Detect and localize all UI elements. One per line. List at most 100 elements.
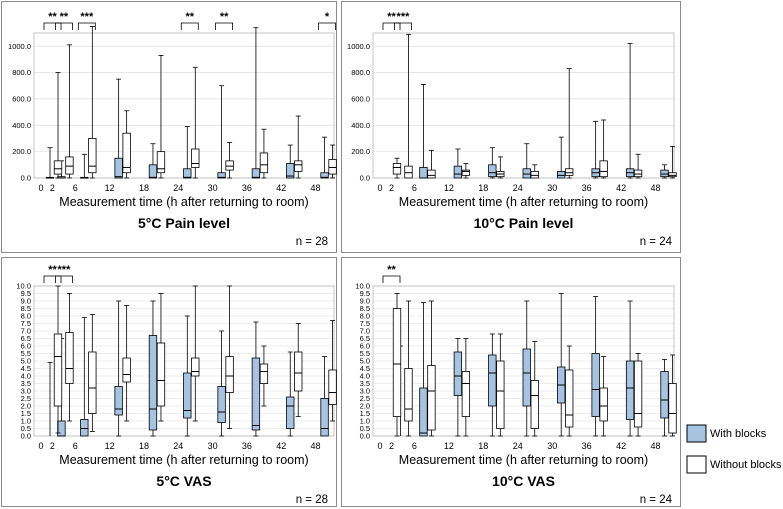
y-tick-label: 800.0 bbox=[12, 68, 31, 77]
x-tick-label: 36 bbox=[242, 183, 252, 193]
x-tick-label: 0 bbox=[38, 441, 43, 451]
y-tick-label: 3.5 bbox=[21, 379, 31, 388]
y-tick-label: 1.0 bbox=[360, 417, 370, 426]
y-tick-label: 8.5 bbox=[21, 304, 31, 313]
y-tick-label: 2.0 bbox=[360, 402, 370, 411]
box-without-18 bbox=[496, 333, 505, 437]
x-tick-label: 48 bbox=[651, 183, 661, 193]
box-without-48 bbox=[668, 145, 677, 179]
significance-bracket bbox=[180, 22, 199, 30]
box-without-36 bbox=[259, 345, 269, 407]
y-tick-label: 7.0 bbox=[21, 327, 31, 336]
box-without-48 bbox=[668, 354, 677, 437]
box-iqr bbox=[660, 371, 669, 419]
box-with-36 bbox=[591, 296, 600, 437]
y-tick-label: 0.0 bbox=[21, 432, 31, 441]
box-iqr bbox=[122, 357, 131, 383]
box-without-6 bbox=[427, 300, 436, 437]
series-with-blocks bbox=[419, 43, 669, 179]
box-iqr bbox=[392, 163, 402, 175]
y-tick-label: 0.0 bbox=[360, 432, 370, 441]
box-without-18 bbox=[496, 156, 505, 179]
box-iqr bbox=[53, 160, 63, 175]
box-iqr bbox=[496, 360, 505, 429]
box-iqr bbox=[522, 168, 531, 179]
box-with-24 bbox=[522, 300, 531, 437]
significance-label: *** bbox=[80, 11, 94, 23]
box-without-18 bbox=[156, 55, 166, 179]
x-tick-label: 2 bbox=[389, 441, 394, 451]
box-without-12 bbox=[122, 305, 131, 422]
box-iqr bbox=[488, 164, 497, 178]
significance-label: *** bbox=[58, 264, 72, 276]
box-without-0 bbox=[53, 72, 63, 179]
panel-4: 0.00.51.01.52.02.53.03.54.04.55.05.56.06… bbox=[341, 257, 681, 507]
panel-title: 10°C Pain level bbox=[474, 215, 574, 231]
box-iqr bbox=[668, 383, 677, 434]
x-tick-label: 24 bbox=[173, 441, 183, 451]
x-tick-label: 2 bbox=[50, 183, 55, 193]
box-without-48 bbox=[328, 320, 337, 422]
box-without-12 bbox=[122, 110, 131, 179]
x-tick-label: 30 bbox=[208, 183, 218, 193]
x-tick-label: 0 bbox=[377, 183, 382, 193]
box-iqr bbox=[599, 387, 608, 422]
x-tick-label: 30 bbox=[547, 183, 557, 193]
significance-label: ** bbox=[387, 264, 396, 276]
significance-label: ** bbox=[48, 11, 57, 23]
box-with-12 bbox=[114, 300, 123, 437]
box-with-24 bbox=[522, 143, 531, 179]
significance-marker: ** bbox=[382, 11, 401, 30]
legend-label-with-blocks: With blocks bbox=[710, 428, 767, 440]
significance-bracket bbox=[318, 22, 336, 30]
box-iqr bbox=[320, 172, 329, 179]
x-tick-label: 18 bbox=[139, 183, 149, 193]
significance-label: *** bbox=[397, 11, 411, 23]
box-iqr bbox=[286, 163, 295, 179]
panel-1: 0.0 200.0 400.0 600.0 800.0 1000.0 0 2 6 12 18 24 30… bbox=[1, 1, 337, 253]
sample-size-label: n = 28 bbox=[296, 494, 328, 506]
y-tick-label: 9.0 bbox=[21, 297, 31, 306]
box-iqr bbox=[114, 157, 123, 179]
box-iqr bbox=[557, 171, 566, 179]
legend: With blocks Without blocks bbox=[686, 424, 782, 474]
x-tick-label: 24 bbox=[513, 441, 523, 451]
box-iqr bbox=[217, 386, 226, 423]
significance-marker: ** bbox=[215, 11, 234, 30]
panel-3: 0.00.51.01.52.02.53.03.54.04.55.05.56.06… bbox=[1, 257, 337, 507]
significance-bracket bbox=[43, 22, 62, 30]
y-tick-label: 6.0 bbox=[360, 342, 370, 351]
box-iqr bbox=[122, 132, 131, 174]
y-tick-label: 1.0 bbox=[21, 417, 31, 426]
y-tick-label: 200.0 bbox=[12, 147, 31, 156]
y-tick-label: 6.0 bbox=[21, 342, 31, 351]
box-iqr bbox=[80, 419, 89, 437]
box-iqr bbox=[461, 371, 471, 417]
x-tick-label: 36 bbox=[582, 183, 592, 193]
y-tick-label: 2.5 bbox=[360, 394, 370, 403]
box-without-24 bbox=[530, 341, 539, 437]
panel-frame bbox=[341, 1, 681, 253]
box-without-30 bbox=[225, 142, 234, 179]
box-without-12 bbox=[461, 338, 471, 437]
y-tick-label: 2.5 bbox=[21, 394, 31, 403]
panel-2: 0.0 200.0 400.0 600.0 800.0 1000.0 0 2 6 12 18 24 30… bbox=[341, 1, 681, 253]
box-iqr bbox=[114, 386, 123, 416]
y-tick-label: 1.5 bbox=[21, 409, 31, 418]
box-with-42 bbox=[625, 43, 635, 179]
y-tick-label: 0.5 bbox=[360, 424, 370, 433]
x-axis-label: Measurement time (h after returning to r… bbox=[399, 453, 648, 467]
legend-swatch-without-blocks bbox=[686, 455, 707, 474]
x-tick-label: 48 bbox=[311, 183, 321, 193]
box-without-2 bbox=[404, 300, 413, 437]
box-iqr bbox=[633, 360, 643, 428]
x-tick-label: 12 bbox=[105, 441, 115, 451]
box-iqr bbox=[328, 159, 337, 175]
box-with-18 bbox=[488, 147, 497, 179]
y-tick-label: 400.0 bbox=[12, 121, 31, 130]
box-iqr bbox=[156, 151, 166, 174]
box-without-2 bbox=[65, 293, 74, 422]
x-tick-label: 12 bbox=[105, 183, 115, 193]
significance-marker: *** bbox=[55, 264, 73, 283]
box-iqr bbox=[191, 357, 200, 377]
